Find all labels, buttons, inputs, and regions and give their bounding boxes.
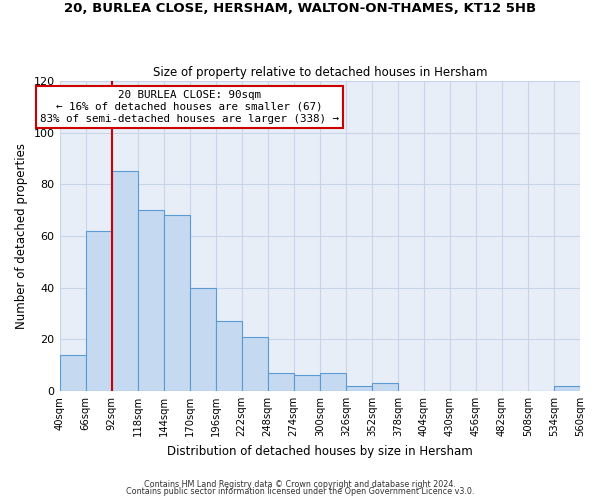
- Bar: [320, 373, 346, 391]
- Title: Size of property relative to detached houses in Hersham: Size of property relative to detached ho…: [152, 66, 487, 78]
- Bar: [137, 210, 164, 391]
- X-axis label: Distribution of detached houses by size in Hersham: Distribution of detached houses by size …: [167, 444, 473, 458]
- Bar: [372, 383, 398, 391]
- Bar: [86, 231, 112, 391]
- Bar: [164, 216, 190, 391]
- Text: 20, BURLEA CLOSE, HERSHAM, WALTON-ON-THAMES, KT12 5HB: 20, BURLEA CLOSE, HERSHAM, WALTON-ON-THA…: [64, 2, 536, 16]
- Text: 20 BURLEA CLOSE: 90sqm
← 16% of detached houses are smaller (67)
83% of semi-det: 20 BURLEA CLOSE: 90sqm ← 16% of detached…: [40, 90, 339, 124]
- Y-axis label: Number of detached properties: Number of detached properties: [15, 143, 28, 329]
- Text: Contains public sector information licensed under the Open Government Licence v3: Contains public sector information licen…: [126, 488, 474, 496]
- Bar: [190, 288, 215, 391]
- Bar: [242, 336, 268, 391]
- Bar: [294, 376, 320, 391]
- Bar: [268, 373, 294, 391]
- Bar: [554, 386, 580, 391]
- Bar: [59, 355, 86, 391]
- Bar: [346, 386, 372, 391]
- Bar: [112, 172, 137, 391]
- Bar: [215, 321, 242, 391]
- Text: Contains HM Land Registry data © Crown copyright and database right 2024.: Contains HM Land Registry data © Crown c…: [144, 480, 456, 489]
